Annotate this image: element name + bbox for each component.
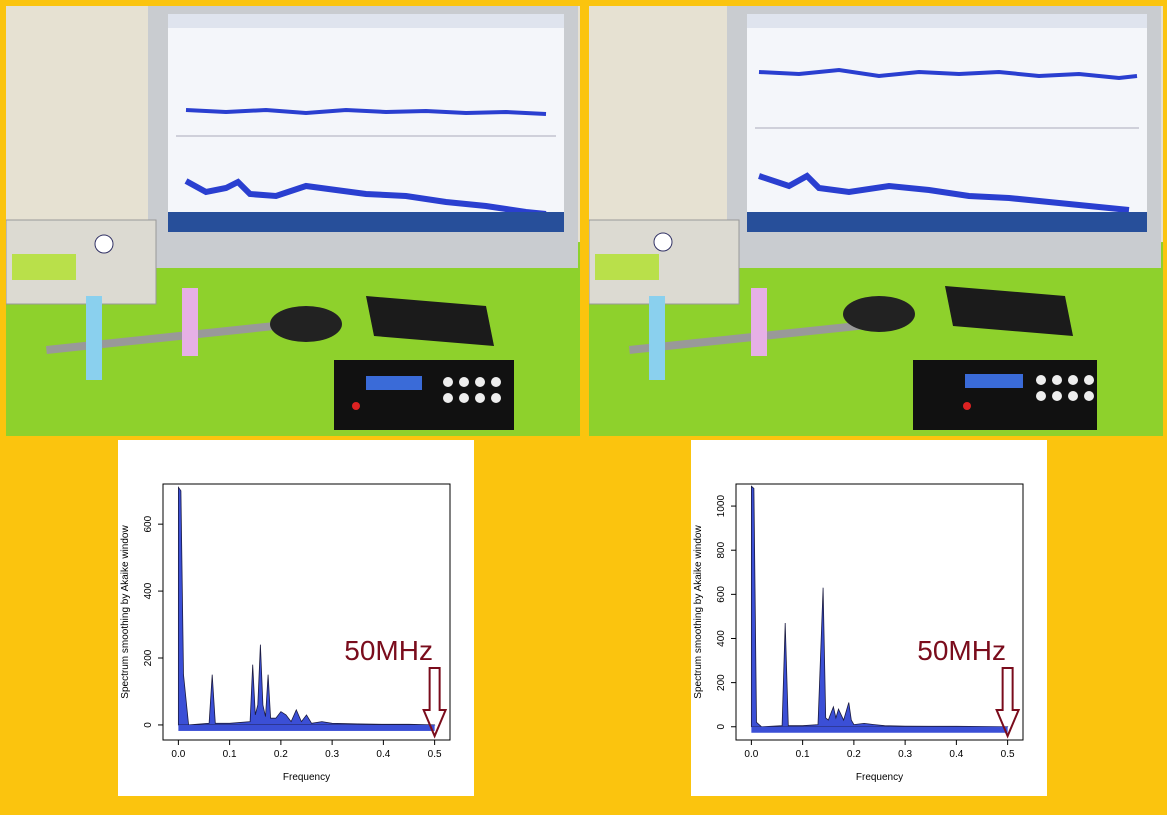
y-tick-label: 0	[143, 722, 154, 728]
spectrum-plot-left: 0.0 0.1 0.2 0.3 0.4 0.5 0 200 400 600 Frequency Spe…	[118, 440, 474, 796]
x-tick-label: 0.3	[325, 749, 339, 760]
y-tick-label: 1000	[716, 495, 727, 518]
x-tick-label: 0.0	[744, 749, 758, 760]
setup-photo-right	[589, 6, 1163, 436]
y-axis-label: Spectrum smoothing by Akaike window	[120, 525, 131, 699]
x-tick-label: 0.1	[796, 749, 810, 760]
spectrum-chart-left: 0.0 0.1 0.2 0.3 0.4 0.5 0 200 400 600 Frequency Spe…	[120, 483, 451, 783]
y-tick-label: 600	[716, 586, 727, 603]
x-axis-label: Frequency	[856, 772, 903, 783]
y-tick-label: 200	[716, 674, 727, 691]
x-tick-label: 0.5	[428, 749, 442, 760]
x-tick-label: 0.2	[847, 749, 861, 760]
y-tick-label: 0	[716, 724, 727, 730]
plot-frame	[162, 483, 451, 741]
annotation-label: 50MHz	[917, 635, 1006, 666]
y-tick-label: 600	[143, 515, 154, 532]
spectrum-baseline	[751, 726, 1008, 733]
spectrum-plot-right: 0.0 0.1 0.2 0.3 0.4 0.5 0 200 400 600 800 1000 Frequ…	[691, 440, 1047, 796]
x-tick-label: 0.0	[171, 749, 185, 760]
spectrum-area	[750, 485, 1009, 728]
setup-photo-left	[6, 6, 580, 436]
x-axis-label: Frequency	[283, 772, 330, 783]
spectrum-chart-right: 0.0 0.1 0.2 0.3 0.4 0.5 0 200 400 600 800 1000 Frequ…	[693, 483, 1024, 783]
x-tick-label: 0.4	[376, 749, 390, 760]
x-tick-label: 0.2	[274, 749, 288, 760]
spectrum-baseline	[178, 724, 435, 731]
y-tick-label: 800	[716, 541, 727, 558]
plot-frame	[735, 483, 1024, 741]
annotation-arrow	[422, 667, 448, 739]
y-tick-label: 200	[143, 649, 154, 666]
x-tick-label: 0.5	[1001, 749, 1015, 760]
y-tick-label: 400	[143, 582, 154, 599]
y-axis-label: Spectrum smoothing by Akaike window	[693, 525, 704, 699]
x-tick-label: 0.1	[223, 749, 237, 760]
annotation-label: 50MHz	[344, 635, 433, 666]
spectrum-area	[177, 486, 436, 726]
annotation-arrow	[995, 667, 1021, 739]
x-tick-label: 0.4	[949, 749, 963, 760]
x-tick-label: 0.3	[898, 749, 912, 760]
y-tick-label: 400	[716, 630, 727, 647]
